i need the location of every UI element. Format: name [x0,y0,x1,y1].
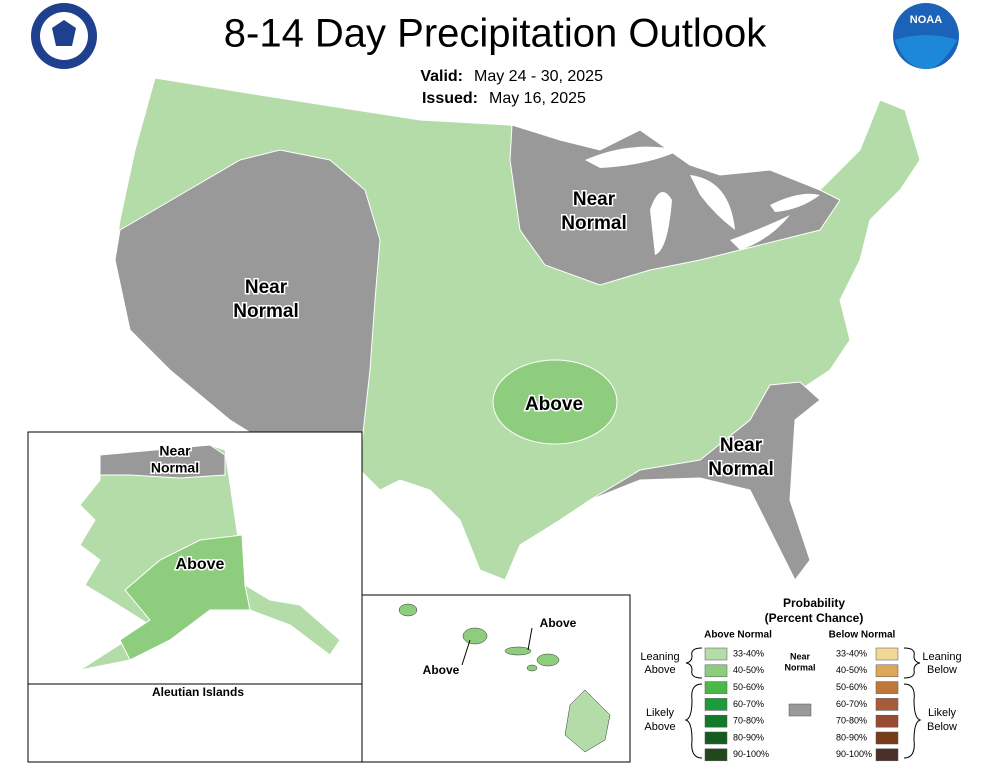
region-near-normal-southeast [589,381,821,581]
legend-swatch [704,748,728,762]
legend-title: Probability [783,596,845,610]
legend-swatch [875,714,899,728]
logo-text: NOAA [910,14,942,26]
valid-dates: May 24 - 30, 2025 [474,68,603,85]
title: 8-14 Day Precipitation Outlook [224,12,768,56]
legend-swatch [875,664,899,678]
legend-label: 40-50% [733,665,764,675]
legend-header: Above Normal [704,630,772,641]
region-label: Above [525,394,583,415]
region-label: Normal [233,301,298,322]
group-label: Leaning [640,651,679,663]
legend: Probability (Percent Chance) Above Norma… [640,596,962,762]
hawaii-islands [398,603,611,753]
legend-header: Below Normal [829,630,896,641]
legend-swatch [704,681,728,694]
hawaii-label: Above [540,616,577,630]
near-swatch [788,703,812,717]
noaa-logo: NOAA [893,3,959,70]
region-label: Near [159,443,191,459]
group-label: Likely [928,707,957,719]
group-label: Above [644,721,675,733]
leader-line [527,627,533,651]
legend-label: 90-100% [836,749,872,759]
legend-swatch [704,647,728,661]
legend-title: (Percent Chance) [765,611,864,625]
legend-label: 70-80% [733,716,764,726]
hawaii-label: Above [423,663,460,677]
legend-label: 60-70% [836,699,867,709]
issued-date: May 16, 2025 [489,90,586,107]
leader-line [461,639,471,666]
group-label: Leaning [922,651,961,663]
issued-label: Issued: [422,90,478,107]
region-above [492,359,618,445]
legend-label: 33-40% [836,648,867,658]
commerce-seal [31,3,97,69]
region-label: Above [176,556,225,573]
great-lakes [585,146,820,255]
legend-label: 50-60% [733,682,764,692]
near-label: Near [790,651,811,661]
alaska-above [119,534,251,661]
region-label: Normal [561,213,626,234]
near-label: Normal [784,662,815,672]
braces [684,647,922,759]
group-label: Below [927,664,957,676]
legend-label: 33-40% [733,648,764,658]
legend-label: 90-100% [733,749,769,759]
legend-label: 80-90% [836,732,867,742]
region-label: Near [573,189,616,210]
legend-label: 70-80% [836,716,867,726]
legend-swatch [704,664,728,678]
region-near-normal-west [114,149,381,471]
region-near-normal-north [509,124,841,286]
legend-swatch [875,731,899,745]
group-label: Above [644,664,675,676]
legend-swatch [704,731,728,745]
group-label: Likely [646,707,675,719]
group-label: Below [927,721,957,733]
legend-swatch [875,698,899,711]
legend-label: 80-90% [733,732,764,742]
legend-swatch [875,748,899,762]
alaska-near-normal [99,444,226,479]
legend-swatch [704,698,728,711]
region-label: Near [720,435,763,456]
aleutian-label: Aleutian Islands [152,685,244,699]
region-label: Normal [151,460,199,476]
legend-swatch [875,647,899,661]
legend-label: 40-50% [836,665,867,675]
region-label: Normal [708,459,773,480]
valid-label: Valid: [420,68,463,85]
legend-label: 60-70% [733,699,764,709]
region-label: Near [245,277,288,298]
legend-swatch [704,714,728,728]
legend-swatch [875,681,899,694]
legend-label: 50-60% [836,682,867,692]
